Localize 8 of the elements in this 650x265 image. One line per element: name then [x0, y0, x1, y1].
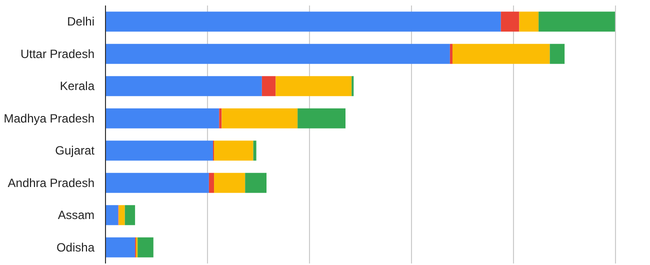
y-tick-label: Odisha	[56, 240, 95, 254]
y-tick-label: Assam	[58, 208, 95, 222]
y-tick-label: Delhi	[67, 14, 95, 29]
y-tick-label: Kerala	[60, 79, 95, 94]
y-tick-label: Madhya Pradesh	[4, 111, 95, 126]
y-tick-label: Andhra Pradesh	[8, 176, 95, 190]
y-tick-label: Gujarat	[55, 144, 96, 158]
y-tick-label: Uttar Pradesh	[20, 46, 95, 61]
